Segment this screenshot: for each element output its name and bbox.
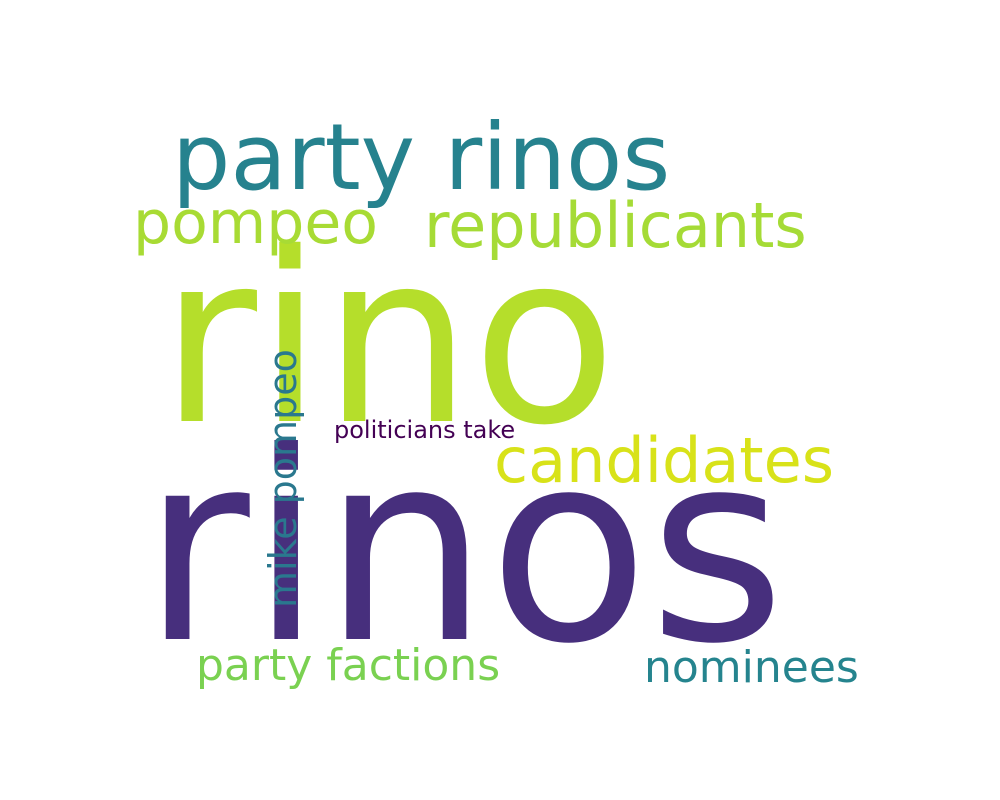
word-party-factions: party factions xyxy=(196,640,501,691)
word-pompeo: pompeo xyxy=(133,188,378,258)
word-candidates: candidates xyxy=(494,424,835,497)
word-republicants: republicants xyxy=(424,189,807,262)
word-rino: rino xyxy=(160,202,617,477)
word-mike-pompeo: mike pompeo xyxy=(261,349,305,608)
word-rinos: rinos xyxy=(142,396,786,701)
word-politicians-take: politicians take xyxy=(334,416,516,444)
word-party-rinos: party rinos xyxy=(172,104,671,211)
word-nominees: nominees xyxy=(644,642,859,693)
